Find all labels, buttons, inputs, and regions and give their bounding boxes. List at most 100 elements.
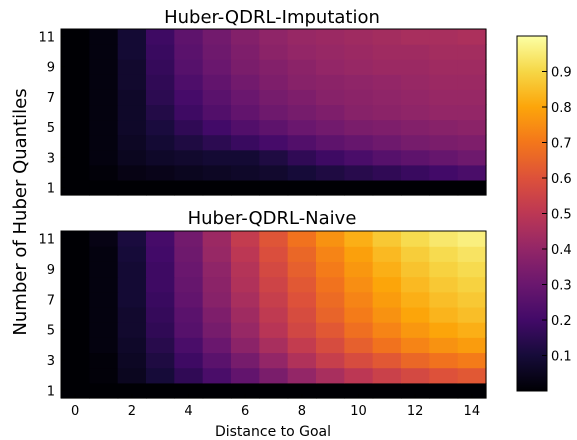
heatmap-cell bbox=[61, 134, 90, 151]
heatmap-cell bbox=[231, 134, 260, 151]
heatmap-cell bbox=[89, 322, 119, 338]
heatmap-cell bbox=[89, 367, 119, 384]
colorbar-tick-label: 0.2 bbox=[551, 314, 572, 329]
heatmap-cell bbox=[344, 291, 374, 308]
heatmap-cell bbox=[259, 134, 289, 151]
heatmap-cell bbox=[372, 337, 402, 354]
heatmap-cell bbox=[174, 231, 204, 247]
heatmap-cell bbox=[174, 322, 204, 338]
heatmap-cell bbox=[231, 44, 260, 60]
heatmap-cell bbox=[146, 382, 175, 399]
heatmap-cell bbox=[61, 164, 90, 181]
heatmap-cell bbox=[259, 306, 289, 323]
heatmap-cell bbox=[401, 367, 430, 384]
heatmap-cell bbox=[344, 104, 374, 121]
heatmap-cell bbox=[117, 179, 147, 196]
heatmap-cell bbox=[174, 104, 204, 121]
heatmap-cell bbox=[117, 119, 147, 136]
heatmap-cell bbox=[287, 29, 317, 45]
heatmap-cell bbox=[287, 382, 317, 399]
heatmap-cell bbox=[259, 164, 289, 181]
heatmap-cell bbox=[174, 367, 204, 384]
heatmap-cell bbox=[146, 164, 175, 181]
heatmap-cell bbox=[259, 149, 289, 166]
heatmap-cell bbox=[174, 74, 204, 90]
heatmap-cell bbox=[61, 74, 90, 90]
heatmap-cell bbox=[344, 367, 374, 384]
heatmap-cell bbox=[372, 44, 402, 60]
heatmap-cell bbox=[89, 179, 119, 196]
heatmap-cell bbox=[429, 382, 459, 399]
heatmap-cell bbox=[372, 119, 402, 136]
heatmap-cell bbox=[231, 306, 260, 323]
heatmap-cell bbox=[117, 164, 147, 181]
heatmap-cell bbox=[174, 149, 204, 166]
heatmap-cell bbox=[401, 119, 430, 136]
heatmap-cell bbox=[401, 59, 430, 75]
heatmap-cell bbox=[316, 291, 345, 308]
heatmap-cell bbox=[372, 134, 402, 151]
heatmap-cell bbox=[457, 367, 487, 384]
heatmap-cell bbox=[202, 164, 232, 181]
heatmap-cell bbox=[89, 337, 119, 354]
heatmap-cell bbox=[89, 246, 119, 262]
heatmap-cell bbox=[89, 134, 119, 151]
heatmap-cell bbox=[429, 44, 459, 60]
heatmap-cell bbox=[89, 306, 119, 323]
heatmap-cell bbox=[316, 231, 345, 247]
heatmap-cell bbox=[429, 89, 459, 106]
heatmap-cell bbox=[117, 382, 147, 399]
heatmap-cell bbox=[117, 59, 147, 75]
heatmap-cell bbox=[231, 164, 260, 181]
heatmap-cell bbox=[202, 134, 232, 151]
heatmap-cell bbox=[457, 74, 487, 90]
heatmap-cell bbox=[146, 134, 175, 151]
heatmap-cell bbox=[372, 306, 402, 323]
heatmap-cell bbox=[372, 29, 402, 45]
heatmap-cell bbox=[231, 337, 260, 354]
heatmap-cell bbox=[457, 261, 487, 278]
heatmap-cell bbox=[259, 44, 289, 60]
heatmap-cell bbox=[287, 352, 317, 369]
heatmap-cell bbox=[174, 89, 204, 106]
y-tick-label: 11 bbox=[38, 233, 55, 248]
panel-top-yticks: 1 3 5 7 9 11 bbox=[38, 31, 65, 196]
heatmap-cell bbox=[344, 276, 374, 293]
heatmap-cell bbox=[117, 134, 147, 151]
heatmap-cell bbox=[174, 134, 204, 151]
heatmap-cell bbox=[372, 231, 402, 247]
heatmap-cell bbox=[457, 322, 487, 338]
heatmap-cell bbox=[61, 367, 90, 384]
x-tick-label: 8 bbox=[298, 404, 306, 419]
heatmap-cell bbox=[89, 149, 119, 166]
heatmap-cell bbox=[231, 74, 260, 90]
heatmap-cell bbox=[61, 382, 90, 399]
heatmap-cell bbox=[202, 246, 232, 262]
heatmap-cell bbox=[344, 322, 374, 338]
heatmap-cell bbox=[429, 367, 459, 384]
heatmap-cell bbox=[401, 276, 430, 293]
heatmap-cell bbox=[259, 291, 289, 308]
heatmap-cell bbox=[457, 104, 487, 121]
heatmap-cell bbox=[287, 179, 317, 196]
heatmap-cell bbox=[429, 59, 459, 75]
heatmap-cell bbox=[231, 149, 260, 166]
colorbar-tick-label: 0.1 bbox=[551, 350, 572, 365]
heatmap-cell bbox=[287, 104, 317, 121]
heatmap-cell bbox=[401, 352, 430, 369]
heatmap-cell bbox=[344, 59, 374, 75]
heatmap-cell bbox=[316, 149, 345, 166]
heatmap-cell bbox=[372, 261, 402, 278]
heatmap-cell bbox=[259, 74, 289, 90]
colorbar-tick-label: 0.4 bbox=[551, 243, 572, 258]
heatmap-cell bbox=[146, 352, 175, 369]
heatmap-cell bbox=[259, 367, 289, 384]
heatmap-cell bbox=[259, 352, 289, 369]
heatmap-cell bbox=[174, 306, 204, 323]
heatmap-cell bbox=[61, 276, 90, 293]
heatmap-cell bbox=[344, 246, 374, 262]
heatmap-cell bbox=[344, 119, 374, 136]
heatmap-cell bbox=[429, 119, 459, 136]
heatmap-cell bbox=[287, 164, 317, 181]
